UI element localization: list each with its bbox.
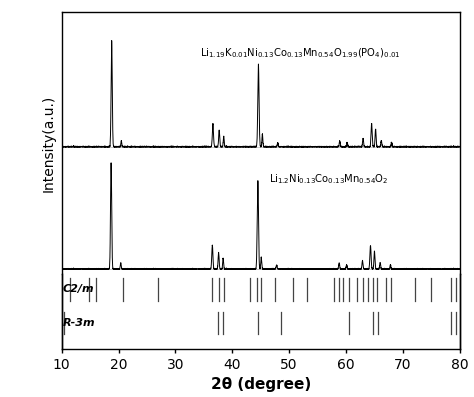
Text: C2/m: C2/m: [63, 284, 94, 294]
Y-axis label: Intensity(a.u.): Intensity(a.u.): [42, 94, 56, 192]
Text: Li$_{1.19}$K$_{0.01}$Ni$_{0.13}$Co$_{0.13}$Mn$_{0.54}$O$_{1.99}$(PO$_4$)$_{0.01}: Li$_{1.19}$K$_{0.01}$Ni$_{0.13}$Co$_{0.1…: [200, 46, 401, 60]
Text: R-3m: R-3m: [63, 318, 95, 328]
Text: Li$_{1.2}$Ni$_{0.13}$Co$_{0.13}$Mn$_{0.54}$O$_2$: Li$_{1.2}$Ni$_{0.13}$Co$_{0.13}$Mn$_{0.5…: [269, 172, 389, 186]
X-axis label: 2θ (degree): 2θ (degree): [210, 376, 311, 391]
